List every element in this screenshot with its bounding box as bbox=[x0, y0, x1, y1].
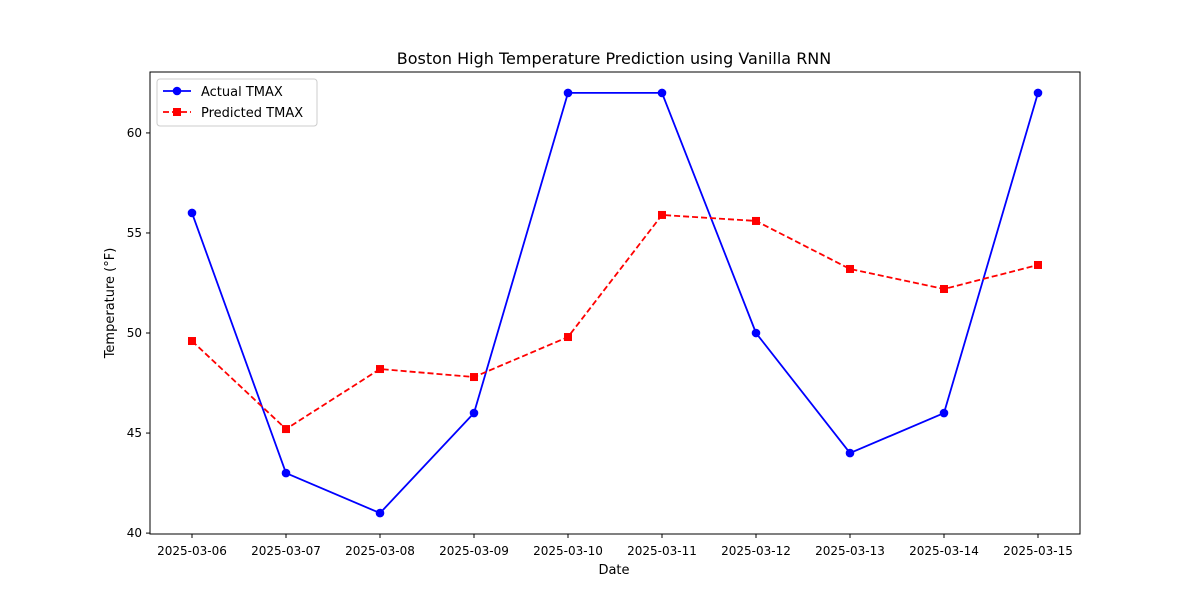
data-point bbox=[1034, 260, 1042, 269]
data-point bbox=[846, 264, 854, 273]
plot-frame bbox=[149, 71, 1081, 535]
x-tick-label: 2025-03-14 bbox=[909, 544, 979, 558]
y-tick-label: 60 bbox=[127, 126, 142, 140]
y-axis-label: Temperature (°F) bbox=[103, 248, 118, 360]
y-tick-label: 50 bbox=[127, 326, 142, 340]
x-tick-label: 2025-03-09 bbox=[439, 544, 509, 558]
y-tick-label: 55 bbox=[127, 226, 142, 240]
legend: Actual TMAX Predicted TMAX bbox=[156, 78, 318, 127]
legend-item: Actual TMAX bbox=[163, 85, 283, 100]
x-tick-label: 2025-03-11 bbox=[627, 544, 697, 558]
x-tick-label: 2025-03-13 bbox=[815, 544, 885, 558]
data-point bbox=[940, 284, 948, 293]
data-point bbox=[1033, 88, 1043, 98]
legend-item: Predicted TMAX bbox=[163, 106, 303, 121]
data-point bbox=[563, 88, 573, 98]
data-point bbox=[658, 210, 666, 219]
data-point bbox=[939, 408, 949, 418]
series-line bbox=[191, 214, 1039, 430]
series-2 bbox=[188, 210, 1042, 434]
data-point bbox=[752, 216, 760, 225]
x-tick-label: 2025-03-07 bbox=[251, 544, 321, 558]
y-tick-label: 45 bbox=[127, 426, 142, 440]
data-point bbox=[188, 337, 196, 346]
data-point bbox=[281, 468, 291, 478]
legend-marker bbox=[173, 108, 181, 116]
x-tick-label: 2025-03-06 bbox=[157, 544, 227, 558]
legend-box bbox=[156, 78, 318, 127]
legend-label: Actual TMAX bbox=[201, 85, 283, 100]
plot-area: 40 45 50 55 60 2025-03-06 2025-03-07 2025-03-08… bbox=[127, 71, 1081, 558]
x-tick-label: 2025-03-10 bbox=[533, 544, 603, 558]
y-tick-label: 40 bbox=[127, 526, 142, 540]
x-tick-label: 2025-03-15 bbox=[1003, 544, 1073, 558]
data-point bbox=[470, 373, 478, 382]
data-point bbox=[376, 365, 384, 374]
data-point bbox=[564, 333, 572, 342]
data-point bbox=[187, 208, 197, 218]
data-point bbox=[375, 508, 385, 518]
series-1 bbox=[187, 88, 1043, 518]
legend-label: Predicted TMAX bbox=[201, 106, 303, 121]
chart-title: Boston High Temperature Prediction using… bbox=[397, 49, 832, 68]
data-point bbox=[751, 328, 761, 338]
data-point bbox=[845, 448, 855, 458]
x-tick-label: 2025-03-12 bbox=[721, 544, 791, 558]
series-line bbox=[191, 92, 1039, 514]
legend-marker bbox=[172, 86, 182, 96]
x-axis-label: Date bbox=[598, 563, 629, 578]
x-tick-label: 2025-03-08 bbox=[345, 544, 415, 558]
data-point bbox=[282, 425, 290, 434]
data-point bbox=[657, 88, 667, 98]
data-point bbox=[469, 408, 479, 418]
